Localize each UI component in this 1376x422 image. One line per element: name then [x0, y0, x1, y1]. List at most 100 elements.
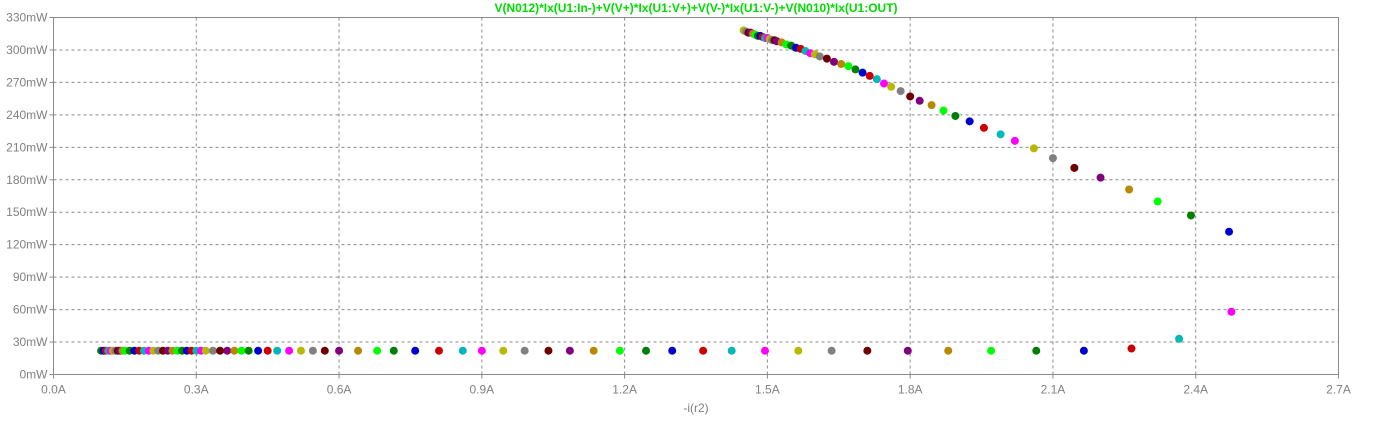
data-point	[996, 130, 1005, 139]
data-point	[822, 54, 831, 63]
data-point	[1048, 154, 1057, 163]
y-tick-label: 330mW	[6, 11, 48, 25]
data-point	[915, 96, 924, 105]
x-tick-label: 1.8A	[898, 383, 923, 397]
data-point	[335, 346, 344, 355]
data-point	[668, 346, 677, 355]
x-tick-label: 2.1A	[1041, 383, 1066, 397]
data-point	[815, 52, 824, 61]
x-axis-title: -i(r2)	[683, 401, 708, 415]
data-point	[863, 346, 872, 355]
data-point	[216, 346, 225, 355]
data-point	[499, 346, 508, 355]
chart-title: V(N012)*Ix(U1:In-)+V(V+)*Ix(U1:V+)+V(V-)…	[494, 1, 897, 15]
data-point	[1125, 185, 1134, 194]
data-point	[727, 346, 736, 355]
y-tick-label: 240mW	[6, 108, 48, 122]
data-point	[237, 346, 246, 355]
y-tick-label: 90mW	[13, 270, 48, 284]
y-tick-label: 150mW	[6, 205, 48, 219]
data-point	[794, 346, 803, 355]
data-point	[903, 346, 912, 355]
data-point	[458, 346, 467, 355]
data-point	[951, 111, 960, 120]
data-point	[944, 346, 953, 355]
data-point	[1225, 227, 1234, 236]
data-point	[844, 62, 853, 71]
data-point	[887, 82, 896, 91]
y-tick-label: 210mW	[6, 140, 48, 154]
data-point	[285, 346, 294, 355]
data-point	[837, 60, 846, 69]
x-tick-label: 0.3A	[184, 383, 209, 397]
data-point	[1153, 197, 1162, 206]
data-point	[244, 346, 253, 355]
data-point	[761, 346, 770, 355]
x-tick-label: 2.4A	[1183, 383, 1208, 397]
data-point	[1186, 211, 1195, 220]
data-point	[987, 346, 996, 355]
data-point	[565, 346, 574, 355]
data-point	[827, 346, 836, 355]
x-tick-label: 2.7A	[1326, 383, 1351, 397]
x-tick-label: 0.9A	[469, 383, 494, 397]
data-point	[858, 68, 867, 77]
y-axis: 0mW 30mW 60mW 90mW 120mW 150mW 180mW 210mW 240mW…	[6, 11, 54, 382]
data-point	[308, 346, 317, 355]
data-point	[865, 71, 874, 80]
y-tick-label: 60mW	[13, 303, 48, 317]
data-points	[97, 26, 1236, 355]
data-point	[477, 346, 486, 355]
data-point	[373, 346, 382, 355]
data-point	[520, 346, 529, 355]
data-point	[354, 346, 363, 355]
data-point	[1070, 163, 1079, 172]
data-point	[851, 65, 860, 74]
data-point	[254, 346, 263, 355]
data-point	[906, 92, 915, 101]
y-tick-label: 180mW	[6, 173, 48, 187]
data-point	[411, 346, 420, 355]
data-point	[1029, 144, 1038, 153]
data-point	[208, 346, 217, 355]
data-point	[1032, 346, 1041, 355]
data-point	[230, 346, 239, 355]
data-point	[1010, 136, 1019, 145]
data-point	[389, 346, 398, 355]
data-point	[589, 346, 598, 355]
x-axis: 0.0A 0.3A 0.6A 0.9A 1.2A 1.5A 1.8A 2.1A 2.4A 2.7A	[41, 374, 1351, 397]
grid-lines	[53, 17, 1339, 375]
y-tick-label: 300mW	[6, 43, 48, 57]
data-point	[896, 87, 905, 96]
data-point	[830, 57, 839, 66]
data-point	[1175, 334, 1184, 343]
y-tick-label: 120mW	[6, 238, 48, 252]
x-tick-label: 1.5A	[755, 383, 780, 397]
data-point	[879, 79, 888, 88]
data-point	[872, 75, 881, 84]
data-point	[699, 346, 708, 355]
data-point	[544, 346, 553, 355]
plot-frame	[53, 17, 1339, 375]
data-point	[1227, 307, 1236, 316]
data-point	[642, 346, 651, 355]
y-tick-label: 0mW	[20, 368, 49, 382]
data-point	[320, 346, 329, 355]
data-point	[201, 346, 210, 355]
data-point	[273, 346, 282, 355]
data-point	[979, 123, 988, 132]
data-point	[223, 346, 232, 355]
data-point	[263, 346, 272, 355]
data-point	[939, 106, 948, 115]
x-tick-label: 0.6A	[327, 383, 352, 397]
y-tick-label: 30mW	[13, 335, 48, 349]
data-point	[615, 346, 624, 355]
y-tick-label: 270mW	[6, 75, 48, 89]
x-tick-label: 0.0A	[41, 383, 66, 397]
data-point	[965, 117, 974, 126]
x-tick-label: 1.2A	[612, 383, 637, 397]
data-point	[1079, 346, 1088, 355]
data-point	[1127, 344, 1136, 353]
data-point	[435, 346, 443, 355]
